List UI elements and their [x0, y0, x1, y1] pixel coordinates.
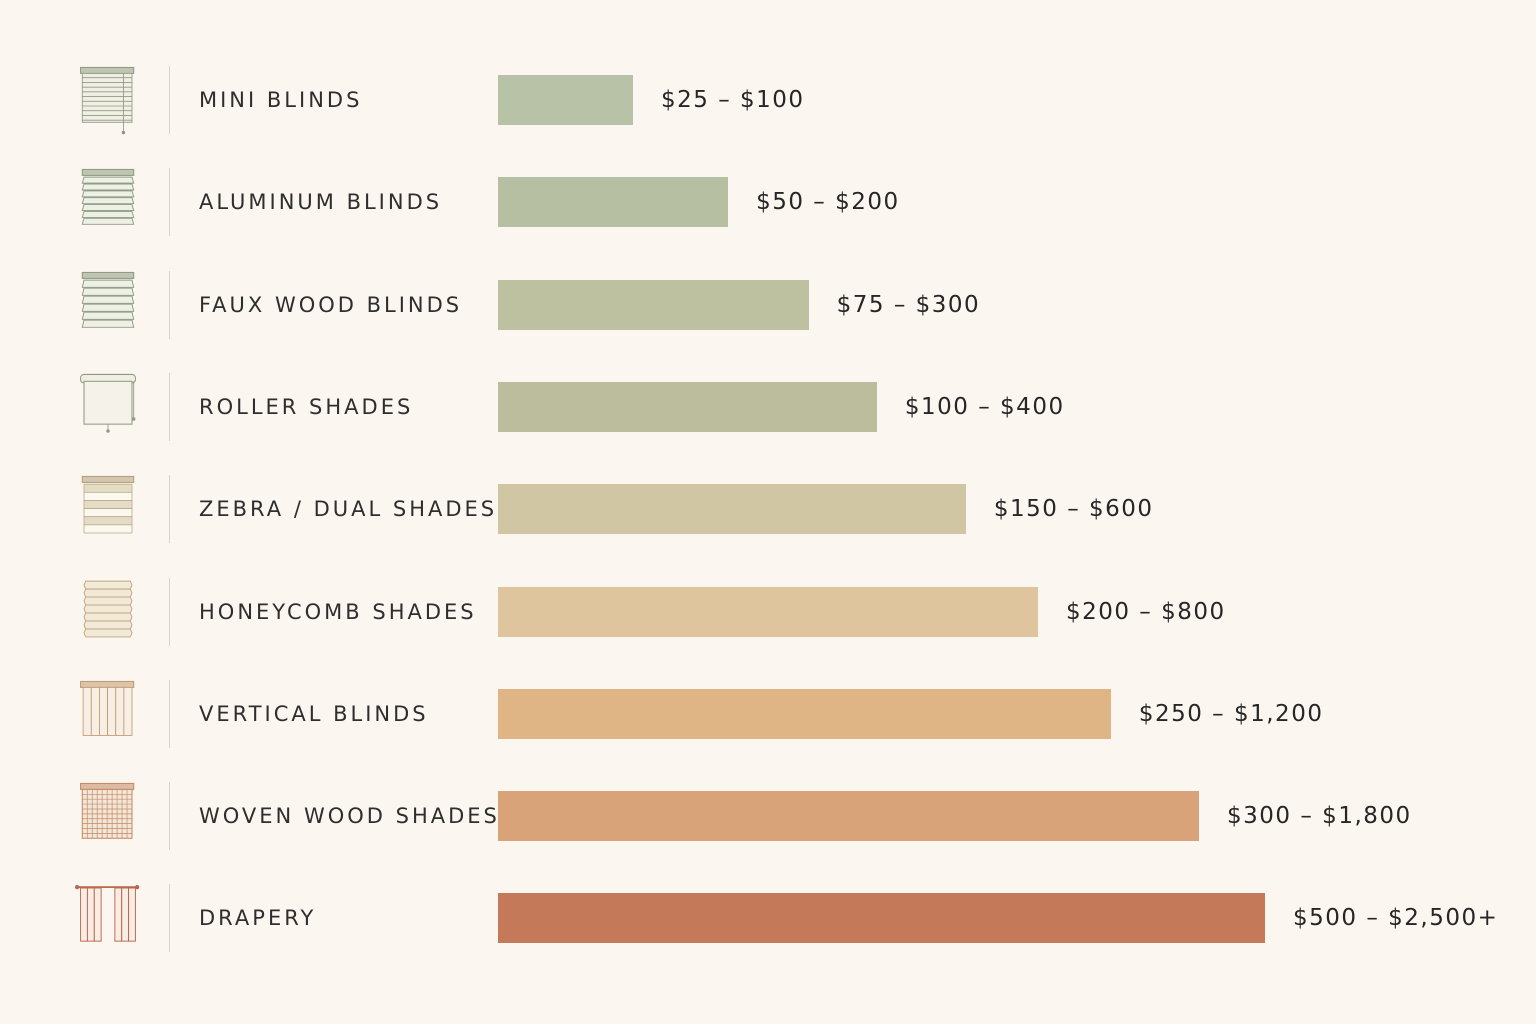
price-bar — [498, 484, 966, 535]
chart-row: MINI BLINDS $25 – $100 — [0, 50, 1536, 150]
roller-shade-icon — [66, 371, 150, 443]
price-bar — [498, 381, 877, 432]
category-label: ZEBRA / DUAL SHADES — [199, 497, 498, 522]
vertical-blinds-icon — [66, 678, 150, 750]
chart-row: ZEBRA / DUAL SHADES $150 – $600 — [0, 459, 1536, 559]
category-label: FAUX WOOD BLINDS — [199, 292, 463, 317]
chart-row: DRAPERY $500 – $2,500+ — [0, 868, 1536, 968]
honeycomb-shade-icon — [66, 576, 150, 648]
category-label: ROLLER SHADES — [199, 394, 414, 419]
chart-row: ROLLER SHADES $100 – $400 — [0, 357, 1536, 457]
drapery-icon — [66, 882, 150, 954]
price-range-label: $250 – $1,200 — [1138, 700, 1324, 727]
chart-row: VERTICAL BLINDS $250 – $1,200 — [0, 664, 1536, 764]
chart-row: WOVEN WOOD SHADES $300 – $1,800 — [0, 766, 1536, 866]
price-bar — [498, 75, 633, 125]
price-bar — [498, 688, 1111, 739]
chart-row: FAUX WOOD BLINDS $75 – $300 — [0, 255, 1536, 355]
row-divider — [169, 270, 170, 339]
price-range-label: $500 – $2,500+ — [1293, 905, 1499, 932]
price-range-label: $50 – $200 — [756, 189, 900, 216]
price-bar — [498, 893, 1265, 944]
chart-row: HONEYCOMB SHADES $200 – $800 — [0, 562, 1536, 662]
mini-blinds-icon — [66, 64, 150, 136]
row-divider — [169, 782, 170, 851]
chart-row: ALUMINUM BLINDS $50 – $200 — [0, 152, 1536, 252]
category-label: HONEYCOMB SHADES — [199, 599, 477, 624]
price-bar — [498, 279, 809, 330]
price-range-label: $150 – $600 — [993, 496, 1154, 523]
price-bar — [498, 791, 1200, 842]
woven-wood-shade-icon — [66, 780, 150, 852]
row-divider — [169, 168, 170, 237]
category-label: WOVEN WOOD SHADES — [199, 804, 500, 829]
aluminum-blinds-icon — [66, 166, 150, 238]
price-bar — [498, 177, 729, 228]
row-divider — [169, 475, 170, 544]
row-divider — [169, 884, 170, 953]
price-range-label: $75 – $300 — [836, 291, 981, 318]
price-range-label: $200 – $800 — [1065, 598, 1226, 625]
price-range-label: $100 – $400 — [904, 393, 1065, 420]
category-label: VERTICAL BLINDS — [199, 701, 429, 726]
category-label: MINI BLINDS — [199, 88, 363, 112]
row-divider — [169, 372, 170, 441]
price-range-label: $25 – $100 — [660, 87, 805, 113]
faux-wood-blinds-icon — [66, 269, 150, 341]
row-divider — [169, 679, 170, 748]
category-label: ALUMINUM BLINDS — [199, 190, 443, 215]
zebra-shade-icon — [66, 473, 150, 545]
price-range-label: $300 – $1,800 — [1227, 803, 1412, 830]
price-bar — [498, 586, 1038, 637]
category-label: DRAPERY — [199, 906, 317, 931]
row-divider — [169, 577, 170, 646]
row-divider — [169, 66, 170, 134]
